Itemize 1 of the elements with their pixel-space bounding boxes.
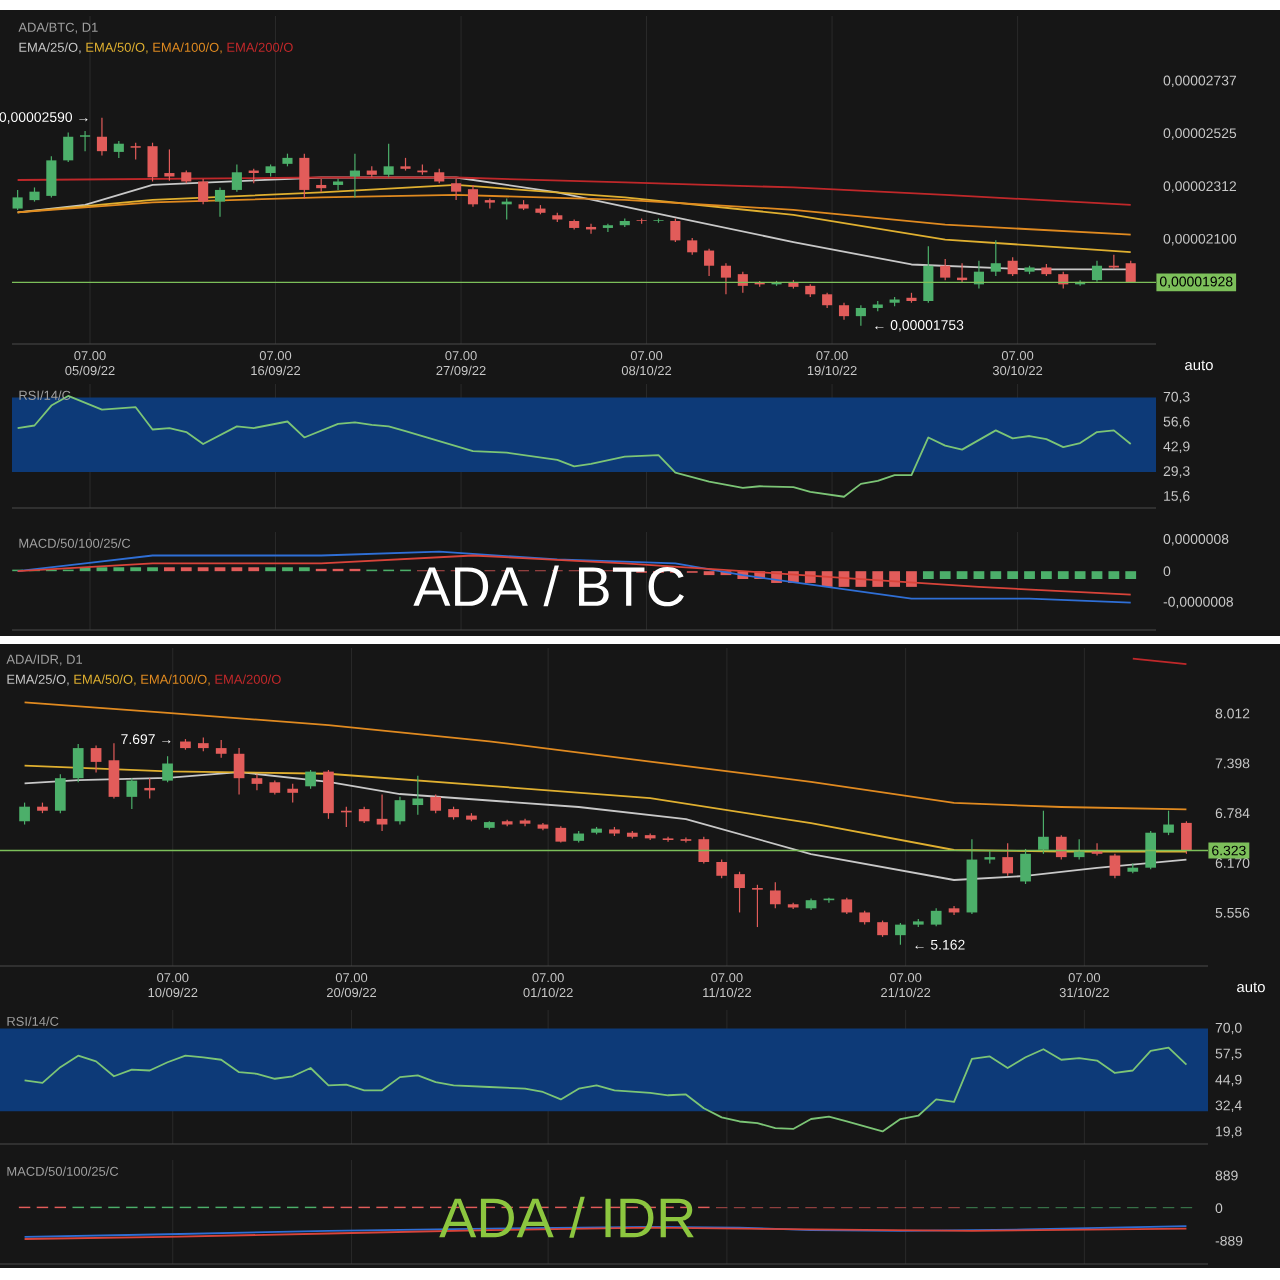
- annotation: ADA / BTC: [413, 565, 684, 607]
